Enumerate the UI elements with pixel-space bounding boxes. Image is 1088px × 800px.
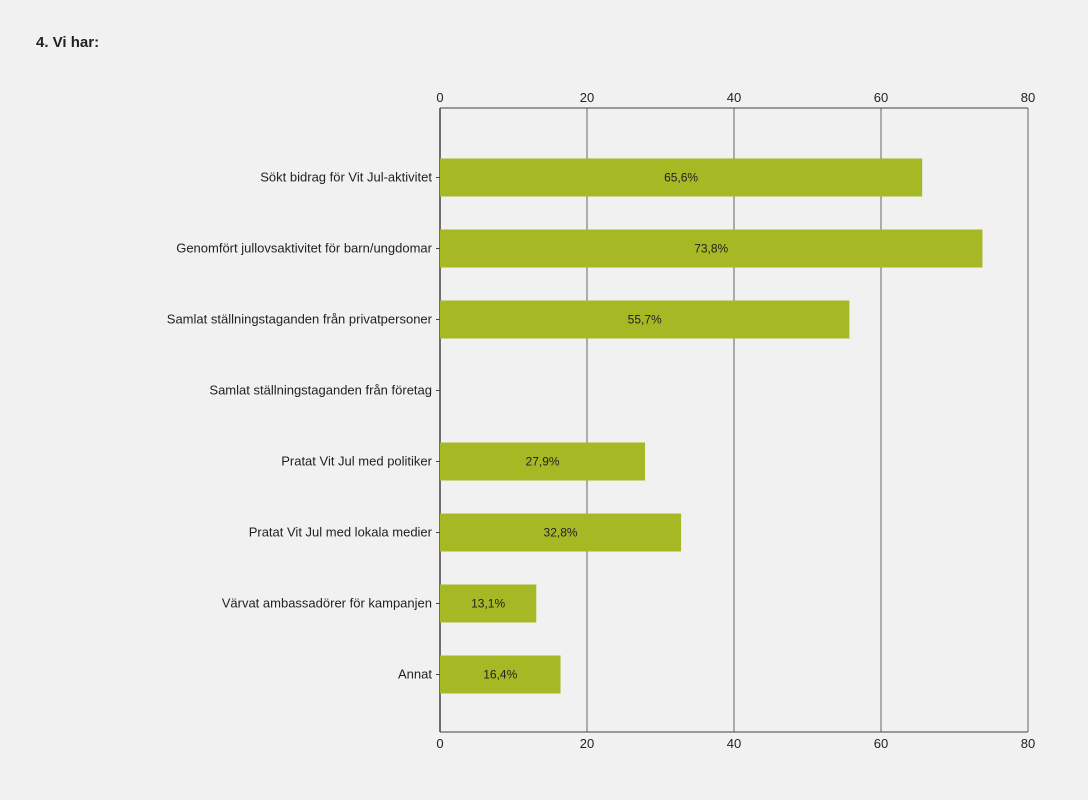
bar-value-label: 32,8% — [544, 526, 578, 540]
bar-value-label: 27,9% — [526, 455, 560, 469]
x-tick-top: 0 — [436, 90, 443, 105]
x-tick-top: 20 — [580, 90, 594, 105]
x-tick-bottom: 60 — [874, 736, 888, 751]
category-label: Pratat Vit Jul med politiker — [281, 454, 432, 469]
bar-value-label: 13,1% — [471, 597, 505, 611]
category-label: Sökt bidrag för Vit Jul-aktivitet — [260, 170, 432, 185]
category-label: Samlat ställningstaganden från företag — [209, 383, 432, 398]
bar-value-label: 16,4% — [483, 668, 517, 682]
bar-value-label: 65,6% — [664, 171, 698, 185]
x-tick-bottom: 20 — [580, 736, 594, 751]
chart-title: 4. Vi har: — [36, 34, 99, 51]
x-tick-top: 80 — [1021, 90, 1035, 105]
bar-value-label: 55,7% — [628, 313, 662, 327]
category-label: Värvat ambassadörer för kampanjen — [222, 596, 432, 611]
category-label: Pratat Vit Jul med lokala medier — [249, 525, 433, 540]
x-tick-top: 40 — [727, 90, 741, 105]
category-label: Annat — [398, 667, 432, 682]
x-tick-bottom: 0 — [436, 736, 443, 751]
x-tick-top: 60 — [874, 90, 888, 105]
category-label: Samlat ställningstaganden från privatper… — [167, 312, 433, 327]
x-tick-bottom: 80 — [1021, 736, 1035, 751]
x-tick-bottom: 40 — [727, 736, 741, 751]
bar-chart: 0 0 20 20 40 40 60 60 80 80 Sökt bidrag för Vit Ju… — [50, 90, 1050, 780]
bar-value-label: 73,8% — [694, 242, 728, 256]
category-label: Genomfört jullovsaktivitet för barn/ungd… — [176, 241, 432, 256]
